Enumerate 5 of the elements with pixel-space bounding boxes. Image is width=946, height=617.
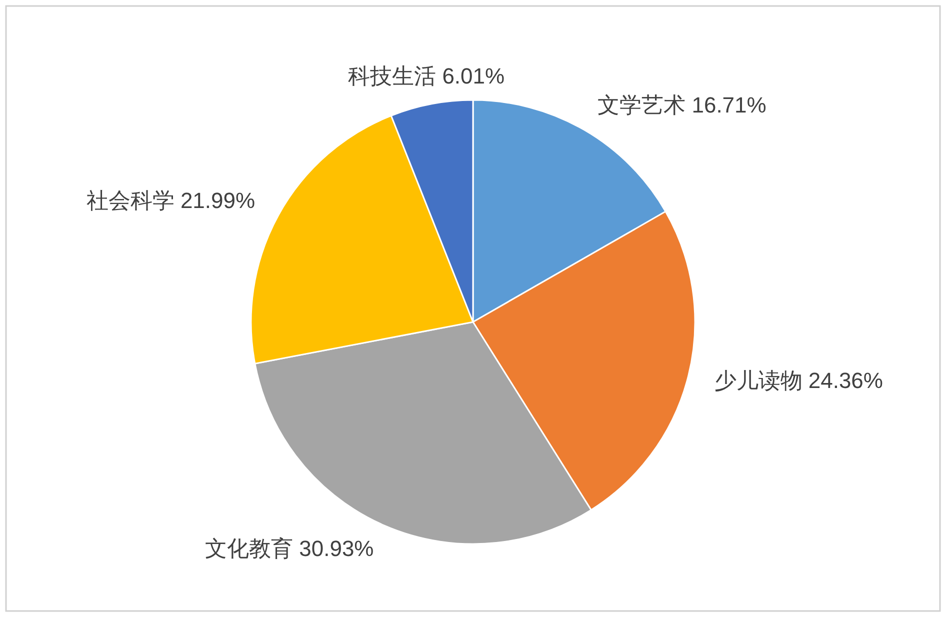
slice-label: 少儿读物 24.36% bbox=[714, 368, 883, 393]
slice-label: 科技生活 6.01% bbox=[348, 64, 505, 89]
slice-label: 文化教育 30.93% bbox=[205, 536, 374, 561]
slice-label: 文学艺术 16.71% bbox=[598, 92, 766, 118]
slice-label: 社会科学 21.99% bbox=[86, 188, 256, 214]
